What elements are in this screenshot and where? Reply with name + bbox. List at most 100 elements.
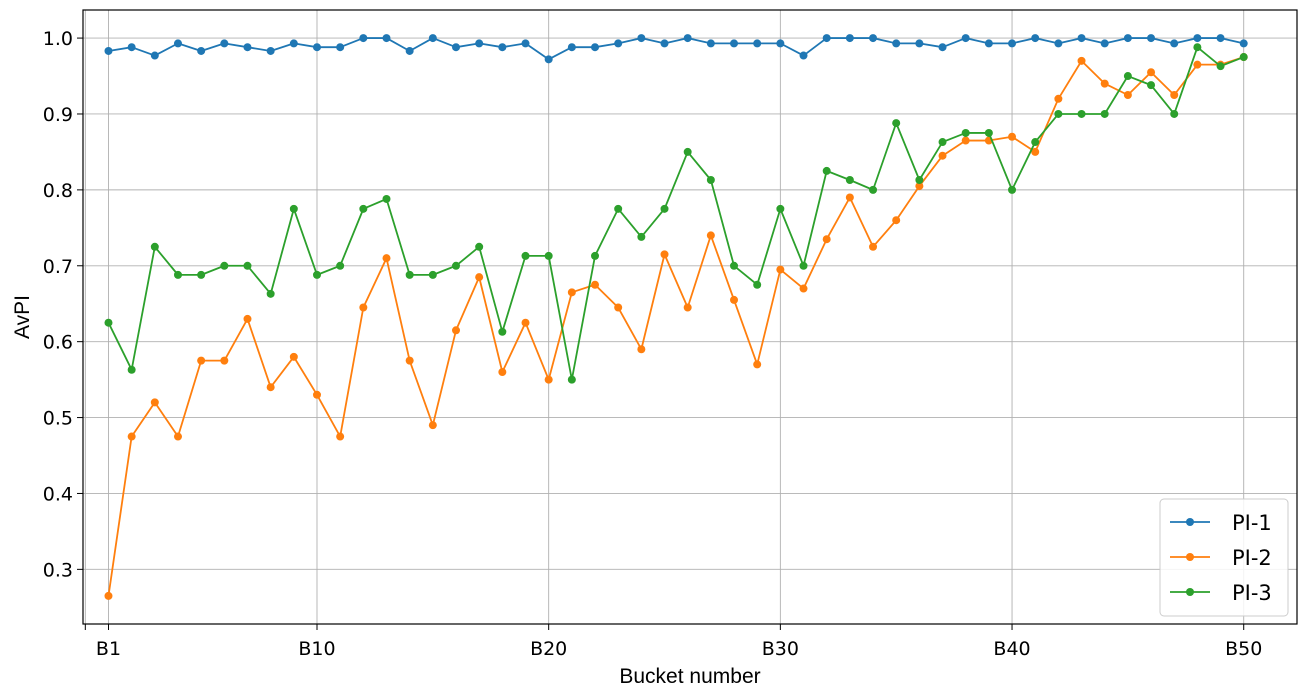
y-tick-label: 0.6 — [43, 332, 73, 354]
data-point — [822, 166, 831, 175]
data-point — [637, 34, 646, 43]
data-point — [1147, 68, 1156, 77]
data-point — [521, 39, 530, 48]
data-point — [289, 39, 298, 48]
grid-lines — [83, 10, 1297, 624]
data-point — [266, 289, 275, 298]
data-point — [730, 39, 739, 48]
data-point — [544, 251, 553, 260]
y-tick-label: 0.4 — [43, 483, 73, 505]
data-point — [614, 204, 623, 213]
data-point — [822, 235, 831, 244]
data-point — [1100, 109, 1109, 118]
data-point — [591, 280, 600, 289]
data-point — [150, 242, 159, 251]
data-point — [892, 119, 901, 128]
y-axis-label: AvPI — [11, 295, 34, 339]
data-point — [1031, 138, 1040, 147]
y-tick-label: 0.9 — [43, 104, 73, 126]
data-point — [1123, 91, 1132, 100]
data-point — [1077, 34, 1086, 43]
data-point — [753, 360, 762, 369]
y-tick-label: 0.8 — [43, 180, 73, 202]
data-point — [567, 288, 576, 297]
data-point — [382, 194, 391, 203]
legend-swatch-marker — [1186, 588, 1194, 596]
data-point — [104, 46, 113, 55]
series-pi-1 — [104, 34, 1248, 64]
data-point — [1193, 34, 1202, 43]
y-tick-label: 0.3 — [43, 559, 73, 581]
data-point — [359, 34, 368, 43]
y-tick-label: 1.0 — [43, 28, 73, 50]
data-point — [173, 270, 182, 279]
data-point — [984, 39, 993, 48]
data-point — [915, 182, 924, 191]
data-point — [1054, 39, 1063, 48]
data-point — [683, 147, 692, 156]
data-point — [197, 46, 206, 55]
data-point — [452, 326, 461, 335]
data-point — [683, 34, 692, 43]
data-point — [359, 204, 368, 213]
data-point — [660, 39, 669, 48]
data-point — [637, 232, 646, 241]
data-point — [127, 43, 136, 52]
x-tick-label: B1 — [96, 638, 121, 660]
data-point — [428, 270, 437, 279]
data-point — [591, 251, 600, 260]
data-point — [869, 185, 878, 194]
legend: PI-1 PI-2 PI-3 — [1159, 498, 1289, 617]
data-point — [776, 39, 785, 48]
legend-box — [1159, 498, 1289, 617]
data-point — [475, 39, 484, 48]
data-point — [938, 43, 947, 52]
y-tick-label: 0.5 — [43, 408, 73, 430]
data-point — [845, 193, 854, 202]
data-point — [312, 43, 321, 52]
data-point — [961, 128, 970, 137]
data-point — [915, 176, 924, 185]
data-point — [1077, 109, 1086, 118]
data-point — [475, 273, 484, 282]
data-point — [1008, 185, 1017, 194]
data-point — [475, 242, 484, 251]
data-point — [359, 303, 368, 312]
data-point — [706, 231, 715, 240]
data-point — [1123, 72, 1132, 81]
data-point — [220, 261, 229, 270]
data-point — [544, 375, 553, 384]
data-point — [799, 284, 808, 293]
data-point — [706, 176, 715, 185]
data-point — [382, 254, 391, 263]
data-point — [336, 43, 345, 52]
data-point — [289, 204, 298, 213]
data-point — [1170, 39, 1179, 48]
data-point — [220, 39, 229, 48]
data-point — [869, 34, 878, 43]
legend-label: PI-3 — [1232, 581, 1272, 605]
data-point — [1100, 79, 1109, 88]
data-point — [289, 352, 298, 361]
series-line — [107, 56, 1244, 597]
data-point — [220, 356, 229, 365]
data-point — [498, 368, 507, 377]
data-point — [336, 261, 345, 270]
data-point — [150, 398, 159, 407]
data-point — [1054, 94, 1063, 103]
data-point — [266, 46, 275, 55]
data-point — [1100, 39, 1109, 48]
data-point — [452, 43, 461, 52]
data-point — [845, 34, 854, 43]
data-point — [312, 390, 321, 399]
data-point — [336, 432, 345, 441]
data-point — [1054, 109, 1063, 118]
data-point — [1147, 81, 1156, 90]
data-point — [243, 314, 252, 323]
data-point — [1031, 34, 1040, 43]
data-point — [637, 345, 646, 354]
data-point — [405, 356, 414, 365]
series-line — [107, 46, 1245, 381]
data-point — [822, 34, 831, 43]
data-point — [614, 39, 623, 48]
